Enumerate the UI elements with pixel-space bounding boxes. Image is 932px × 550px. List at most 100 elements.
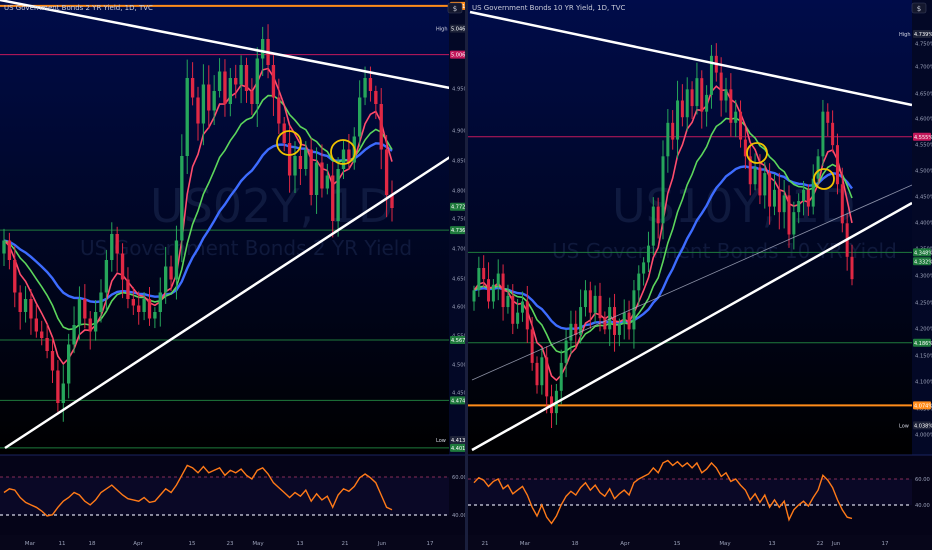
candle-body[interactable] bbox=[583, 290, 587, 308]
candle-body[interactable] bbox=[158, 292, 162, 313]
candle-body[interactable] bbox=[811, 178, 815, 207]
candle-body[interactable] bbox=[777, 189, 781, 213]
crossover-circle-1[interactable] bbox=[746, 142, 768, 164]
candle-body[interactable] bbox=[126, 279, 130, 300]
candle-body[interactable] bbox=[309, 149, 313, 196]
currency-button[interactable] bbox=[447, 2, 463, 14]
candle-body[interactable] bbox=[802, 189, 806, 201]
candle-body[interactable] bbox=[234, 78, 238, 85]
candle-body[interactable] bbox=[137, 305, 141, 313]
crossover-circle-2[interactable] bbox=[813, 168, 835, 190]
candle-body[interactable] bbox=[196, 97, 200, 124]
candle-body[interactable] bbox=[239, 65, 243, 85]
candle-body[interactable] bbox=[496, 273, 500, 285]
candle-body[interactable] bbox=[632, 290, 636, 330]
candle-body[interactable] bbox=[685, 89, 689, 118]
candle-body[interactable] bbox=[613, 307, 617, 335]
candle-body[interactable] bbox=[93, 312, 98, 332]
candle-body[interactable] bbox=[142, 299, 146, 312]
candle-body[interactable] bbox=[115, 234, 119, 254]
candle-body[interactable] bbox=[821, 111, 825, 157]
candle-body[interactable] bbox=[255, 58, 259, 105]
candle-body[interactable] bbox=[535, 362, 539, 386]
candle-body[interactable] bbox=[487, 279, 491, 302]
candle-body[interactable] bbox=[18, 292, 22, 313]
candle-body[interactable] bbox=[244, 65, 249, 91]
price-badge[interactable] bbox=[450, 436, 468, 445]
price-badge[interactable] bbox=[450, 50, 468, 59]
candle-body[interactable] bbox=[212, 91, 216, 111]
candle-body[interactable] bbox=[331, 175, 335, 222]
price-badge[interactable] bbox=[913, 421, 931, 430]
candle-body[interactable] bbox=[314, 162, 319, 196]
candle-body[interactable] bbox=[816, 156, 820, 179]
price-badge[interactable] bbox=[913, 338, 931, 347]
candle-body[interactable] bbox=[207, 84, 211, 111]
ema-line[interactable] bbox=[3, 94, 393, 331]
candle-body[interactable] bbox=[598, 295, 602, 319]
price-badge[interactable] bbox=[450, 443, 468, 452]
ema-line[interactable] bbox=[3, 142, 393, 304]
price-badge[interactable] bbox=[450, 24, 468, 33]
candle-body[interactable] bbox=[40, 331, 44, 339]
candle-body[interactable] bbox=[608, 307, 612, 330]
crossover-circle-2[interactable] bbox=[330, 139, 356, 165]
candle-body[interactable] bbox=[104, 260, 109, 293]
crossover-circle-1[interactable] bbox=[276, 130, 302, 156]
candle-body[interactable] bbox=[545, 357, 549, 397]
price-badge[interactable] bbox=[913, 257, 931, 266]
candle-body[interactable] bbox=[850, 256, 854, 280]
candle-body[interactable] bbox=[593, 295, 597, 313]
candle-body[interactable] bbox=[282, 123, 286, 144]
candle-body[interactable] bbox=[753, 167, 757, 185]
candle-body[interactable] bbox=[642, 262, 646, 274]
candle-body[interactable] bbox=[390, 195, 394, 208]
candle-body[interactable] bbox=[530, 329, 534, 363]
candle-body[interactable] bbox=[646, 245, 650, 263]
candle-body[interactable] bbox=[153, 312, 157, 319]
candle-body[interactable] bbox=[671, 122, 675, 140]
candle-body[interactable] bbox=[797, 200, 801, 213]
candle-body[interactable] bbox=[293, 156, 297, 176]
candle-body[interactable] bbox=[758, 167, 762, 196]
candle-body[interactable] bbox=[201, 84, 206, 124]
candle-body[interactable] bbox=[185, 78, 189, 156]
candle-body[interactable] bbox=[50, 351, 55, 371]
candle-body[interactable] bbox=[603, 318, 607, 330]
price-badge[interactable] bbox=[450, 396, 468, 405]
candle-body[interactable] bbox=[826, 111, 830, 123]
symbol-title[interactable]: US Government Bonds 10 YR Yield, 1D, TVC bbox=[472, 4, 625, 12]
candle-body[interactable] bbox=[347, 149, 351, 163]
candle-body[interactable] bbox=[7, 240, 12, 261]
candle-body[interactable] bbox=[131, 299, 136, 306]
candle-body[interactable] bbox=[190, 78, 195, 98]
candle-body[interactable] bbox=[304, 149, 308, 170]
symbol-title[interactable]: US Government Bonds 2 YR Yield, 1D, TVC bbox=[4, 4, 153, 12]
candle-body[interactable] bbox=[287, 143, 292, 176]
candle-body[interactable] bbox=[520, 301, 524, 313]
price-badge[interactable] bbox=[913, 132, 931, 141]
candle-body[interactable] bbox=[831, 122, 835, 146]
time-axis[interactable] bbox=[468, 535, 932, 550]
candle-body[interactable] bbox=[277, 97, 281, 124]
candle-body[interactable] bbox=[29, 299, 33, 319]
candle-body[interactable] bbox=[739, 111, 743, 140]
candle-body[interactable] bbox=[680, 100, 684, 118]
time-axis[interactable] bbox=[0, 535, 465, 550]
candle-body[interactable] bbox=[163, 266, 168, 293]
candle-body[interactable] bbox=[77, 299, 82, 325]
candle-body[interactable] bbox=[83, 299, 87, 319]
price-badge[interactable] bbox=[913, 248, 931, 257]
candle-body[interactable] bbox=[559, 362, 563, 391]
price-badge[interactable] bbox=[450, 202, 468, 211]
candle-body[interactable] bbox=[705, 94, 709, 112]
candle-body[interactable] bbox=[477, 267, 481, 291]
candle-body[interactable] bbox=[579, 307, 583, 335]
candle-body[interactable] bbox=[357, 97, 362, 137]
candle-body[interactable] bbox=[147, 299, 152, 319]
candle-body[interactable] bbox=[661, 156, 665, 224]
candle-body[interactable] bbox=[724, 89, 728, 101]
candle-body[interactable] bbox=[525, 301, 529, 330]
candle-body[interactable] bbox=[729, 89, 733, 123]
candle-body[interactable] bbox=[491, 284, 495, 302]
